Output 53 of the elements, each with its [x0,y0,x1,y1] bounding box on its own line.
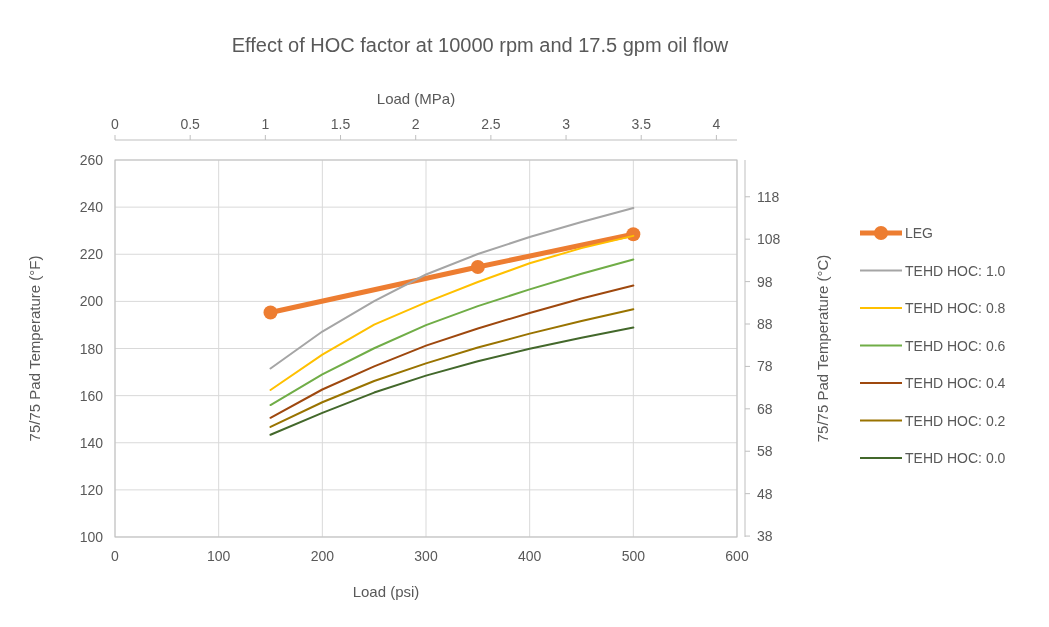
y2-tick-label: 88 [757,316,773,333]
x-tick-label: 500 [621,548,646,564]
x-tick-label: 100 [206,548,231,564]
point [263,305,278,320]
x-tick-label: 0 [111,548,120,564]
y2-axis-title: 75/75 Pad Temperature (°C) [814,254,831,443]
x2-axis-title: Load (MPa) [376,90,456,107]
y2-tick-label: 78 [757,358,773,375]
y2-tick-label: 58 [757,443,773,460]
y-tick-label: 160 [79,387,104,404]
x-tick-label: 200 [310,548,335,564]
y-tick-label: 220 [79,246,104,263]
legend-label: TEHD HOC: 0.4 [905,375,1006,391]
x2-tick-label: 3.5 [631,116,652,132]
y2-tick-label: 98 [757,273,773,290]
y-tick-label: 180 [79,340,104,357]
y-tick-label: 100 [79,529,104,545]
x2-tick-label: 0 [111,116,120,132]
x2-tick-label: 1 [261,116,270,132]
y2-tick-label: 38 [757,528,773,545]
x-tick-label: 600 [725,548,749,564]
y-tick-label: 140 [79,434,104,451]
legend-label: LEG [905,225,934,241]
legend-label: TEHD HOC: 1.0 [905,262,1006,279]
y2-tick-label: 118 [757,188,780,205]
y-axis-title: 75/75 Pad Temperature (°F) [26,255,43,442]
x2-tick-label: 0.5 [180,116,201,132]
line-series [269,284,635,419]
y-tick-label: 260 [79,152,104,168]
y-tick-label: 240 [79,199,104,216]
x2-tick-label: 1.5 [330,116,351,132]
y-tick-label: 200 [79,293,104,310]
x2-tick-label: 2.5 [481,116,501,132]
legend-label: TEHD HOC: 0.8 [905,300,1006,316]
line-series [269,308,635,428]
y2-tick-label: 68 [757,400,773,417]
point [470,259,485,274]
line-series [269,207,635,370]
line-series [269,326,635,436]
x2-tick-label: 3 [562,116,571,132]
legend-label: TEHD HOC: 0.2 [905,412,1006,429]
legend-label: TEHD HOC: 0.0 [905,450,1006,466]
chart-title: Effect of HOC factor at 10000 rpm and 17.5 gpm oil flow [231,34,729,56]
y-tick-label: 120 [79,481,104,498]
x2-tick-label: 4 [712,116,721,132]
line-series [269,258,635,407]
x-tick-label: 400 [517,548,542,564]
y2-tick-label: 108 [757,231,781,248]
legend-label: TEHD HOC: 0.6 [905,337,1006,354]
x-tick-label: 300 [414,548,438,564]
x2-tick-label: 2 [411,116,420,132]
x-axis-title: Load (psi) [352,583,420,600]
y2-tick-label: 48 [757,485,773,502]
